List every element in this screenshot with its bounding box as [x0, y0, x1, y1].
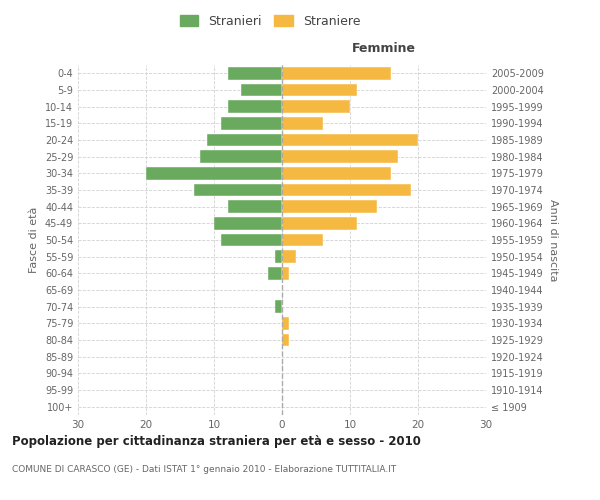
Bar	[227, 200, 282, 213]
Bar	[282, 217, 357, 230]
Bar	[214, 217, 282, 230]
Text: Popolazione per cittadinanza straniera per età e sesso - 2010: Popolazione per cittadinanza straniera p…	[12, 435, 421, 448]
Bar	[227, 67, 282, 80]
Bar	[207, 134, 282, 146]
Bar	[282, 317, 289, 330]
Bar	[282, 184, 411, 196]
Bar	[282, 334, 289, 346]
Bar	[282, 134, 418, 146]
Bar	[268, 267, 282, 280]
Bar	[282, 84, 357, 96]
Bar	[146, 167, 282, 179]
Bar	[241, 84, 282, 96]
Bar	[282, 200, 377, 213]
Text: COMUNE DI CARASCO (GE) - Dati ISTAT 1° gennaio 2010 - Elaborazione TUTTITALIA.IT: COMUNE DI CARASCO (GE) - Dati ISTAT 1° g…	[12, 465, 396, 474]
Y-axis label: Fasce di età: Fasce di età	[29, 207, 39, 273]
Bar	[282, 150, 398, 163]
Text: Femmine: Femmine	[352, 42, 416, 54]
Bar	[227, 100, 282, 113]
Bar	[282, 167, 391, 179]
Bar	[282, 250, 296, 263]
Bar	[282, 234, 323, 246]
Legend: Stranieri, Straniere: Stranieri, Straniere	[176, 11, 364, 32]
Bar	[200, 150, 282, 163]
Bar	[282, 100, 350, 113]
Bar	[282, 67, 391, 80]
Bar	[275, 250, 282, 263]
Bar	[275, 300, 282, 313]
Y-axis label: Anni di nascita: Anni di nascita	[548, 198, 557, 281]
Bar	[282, 267, 289, 280]
Bar	[221, 234, 282, 246]
Bar	[282, 117, 323, 130]
Bar	[221, 117, 282, 130]
Bar	[194, 184, 282, 196]
